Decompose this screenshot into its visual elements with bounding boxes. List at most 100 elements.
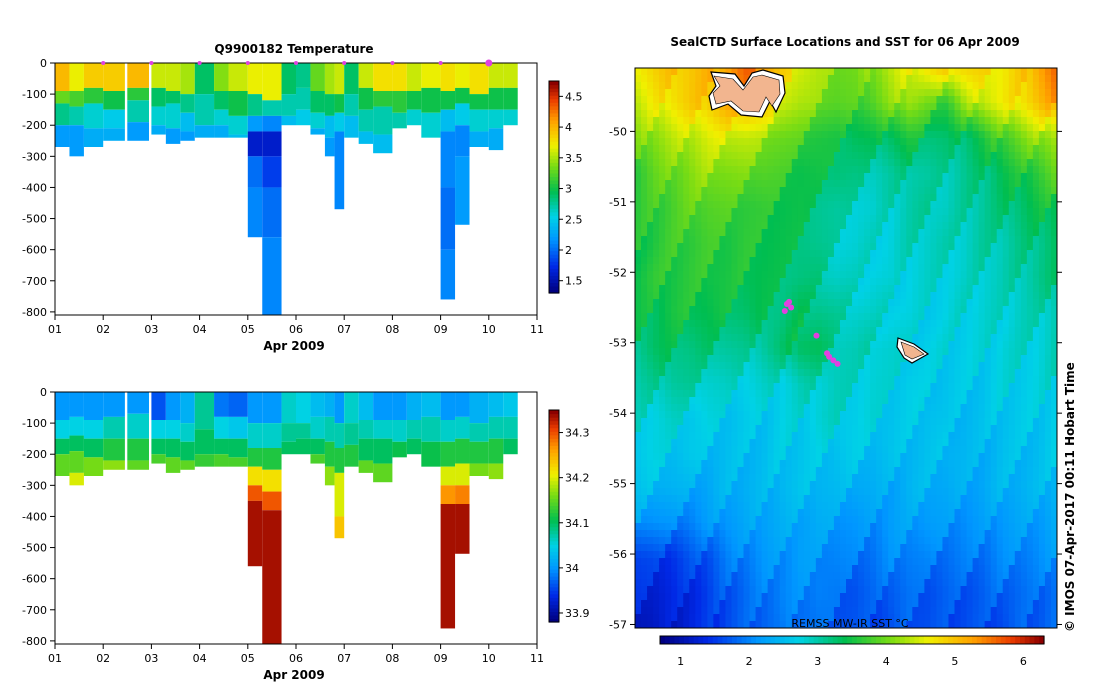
sst-cell	[827, 418, 835, 426]
sst-cell	[635, 292, 642, 300]
sst-cell	[701, 481, 708, 489]
sst-cell	[1044, 404, 1052, 412]
sst-cell	[1014, 222, 1022, 230]
sst-cell	[719, 299, 726, 307]
sst-cell	[689, 229, 696, 237]
sst-cell	[833, 145, 841, 153]
sst-cell	[942, 243, 949, 251]
profile-cell	[214, 454, 229, 467]
sst-cell	[713, 145, 720, 153]
sst-cell	[767, 194, 775, 202]
sst-cell	[864, 362, 871, 370]
sst-cell	[809, 236, 817, 244]
sst-cell	[984, 404, 992, 412]
sst-cell	[773, 152, 781, 160]
sst-cell	[755, 173, 763, 181]
sst-cell	[924, 271, 931, 279]
sst-cell	[978, 236, 986, 244]
profile-cell	[469, 109, 489, 132]
sst-cell	[978, 292, 986, 300]
sst-cell	[761, 327, 769, 335]
sst-cell	[1026, 285, 1034, 293]
sst-cell	[641, 124, 648, 132]
sst-cell	[1008, 264, 1016, 272]
sst-cell	[779, 131, 787, 139]
sst-cell	[1032, 173, 1040, 181]
sst-cell	[924, 299, 931, 307]
sst-cell	[665, 411, 672, 419]
sst-cell	[833, 418, 841, 426]
sst-cell	[942, 201, 949, 209]
sst-cell	[870, 82, 877, 90]
sst-cell	[972, 383, 980, 391]
surface-marker	[438, 61, 443, 65]
sst-cell	[689, 306, 696, 314]
sst-cell	[864, 320, 871, 328]
sst-cell	[888, 446, 895, 454]
sst-cell	[1038, 488, 1046, 496]
sst-cell	[948, 404, 956, 412]
sst-cell	[1008, 411, 1016, 419]
profile-cell	[262, 63, 282, 101]
sst-cell	[1020, 376, 1028, 384]
sst-cell	[803, 516, 811, 524]
sst-cell	[984, 159, 992, 167]
sst-cell	[906, 236, 913, 244]
sst-cell	[791, 320, 799, 328]
sst-cell	[876, 285, 883, 293]
sst-cell	[635, 327, 642, 335]
sst-cell	[635, 201, 642, 209]
sst-cell	[743, 418, 751, 426]
sst-cell	[797, 82, 805, 90]
sst-cell	[659, 208, 666, 216]
sst-cell	[773, 334, 781, 342]
sst-cell	[990, 152, 998, 160]
profile-cell	[83, 457, 104, 476]
sst-cell	[960, 180, 968, 188]
sst-cell	[966, 103, 974, 111]
sst-cell	[803, 355, 811, 363]
colorbar-swatch	[549, 455, 559, 461]
sst-cell	[677, 467, 684, 475]
sst-cell	[864, 439, 871, 447]
sst-cell	[833, 124, 841, 132]
sst-cell	[719, 376, 726, 384]
sst-cell	[996, 82, 1004, 90]
sst-cell	[936, 138, 943, 146]
sst-cell	[1038, 145, 1046, 153]
sst-cell	[791, 467, 799, 475]
profile-cell	[55, 454, 70, 476]
sst-cell	[683, 89, 690, 97]
sst-cell	[683, 509, 690, 517]
sst-cell	[888, 82, 895, 90]
sst-cell	[785, 383, 793, 391]
sst-cell	[1032, 264, 1040, 272]
sst-cell	[966, 68, 974, 76]
sst-cell	[815, 383, 823, 391]
sst-cell	[815, 96, 823, 104]
sst-cell	[894, 215, 901, 223]
sst-cell	[659, 334, 666, 342]
sst-cell	[785, 453, 793, 461]
sst-cell	[641, 89, 648, 97]
sst-cell	[882, 236, 889, 244]
sst-cell	[858, 166, 865, 174]
sst-cell	[719, 173, 726, 181]
sst-cell	[815, 124, 823, 132]
sst-cell	[647, 201, 654, 209]
colorbar-frame	[548, 409, 560, 623]
sst-cell	[737, 355, 745, 363]
sst-cell	[653, 187, 660, 195]
sst-cell	[996, 453, 1004, 461]
sst-cell	[894, 89, 901, 97]
sst-cell	[882, 278, 889, 286]
colorbar-tick-label: 34	[565, 562, 579, 575]
sst-cell	[1050, 152, 1058, 160]
sst-cell	[846, 432, 853, 440]
sst-cell	[846, 271, 853, 279]
sst-cell	[954, 369, 962, 377]
sst-cell	[930, 320, 937, 328]
sst-cell	[743, 180, 751, 188]
sst-cell	[864, 222, 871, 230]
sst-cell	[653, 131, 660, 139]
